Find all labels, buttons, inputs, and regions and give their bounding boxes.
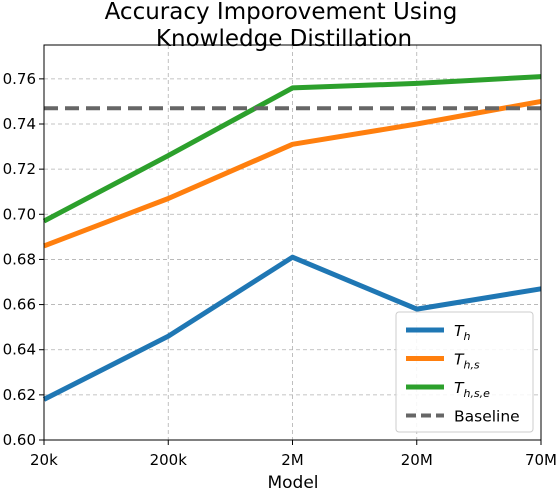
x-tick-label: 70M xyxy=(525,451,557,469)
axes: 0.60 0.62 0.64 0.66 0.68 0.70 0.72 0.74 0.76 20k 2… xyxy=(3,70,557,469)
y-tick-label: 0.68 xyxy=(3,250,36,268)
legend-entry: Baseline xyxy=(454,408,520,426)
y-tick-label: 0.66 xyxy=(3,296,36,314)
series-line xyxy=(42,74,542,224)
series-line xyxy=(43,98,542,249)
y-tick-label: 0.72 xyxy=(3,160,36,178)
y-tick-label: 0.74 xyxy=(3,115,36,133)
series-lines xyxy=(42,74,542,402)
y-tick-label: 0.62 xyxy=(3,386,36,404)
chart-title-line-1: Accuracy Imporovement Using xyxy=(105,0,458,25)
x-tick-label: 200k xyxy=(150,451,188,469)
chart-title-line-2: Knowledge Distillation xyxy=(156,26,412,52)
x-tick-label: 20k xyxy=(30,451,58,469)
y-tick-label: 0.76 xyxy=(3,70,36,88)
y-tick-label: 0.70 xyxy=(3,205,36,223)
series-line xyxy=(42,254,542,402)
y-tick-label: 0.64 xyxy=(3,341,36,359)
x-tick-label: 2M xyxy=(281,451,304,469)
legend: Th Th,s Th,s,e Baseline xyxy=(395,311,534,433)
y-tick-label: 0.60 xyxy=(3,431,36,449)
x-axis-label: Model xyxy=(267,473,318,489)
legend-box xyxy=(395,311,534,433)
x-tick-label: 20M xyxy=(401,451,433,469)
legend-entry: Th xyxy=(454,322,470,343)
legend-entry: Th,s,e xyxy=(454,379,490,400)
legend-entry: Th,s xyxy=(454,351,480,372)
